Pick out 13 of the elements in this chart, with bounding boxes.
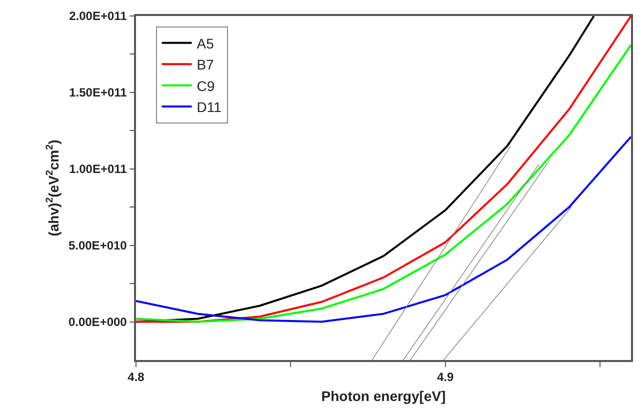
legend-label: C9 [196, 78, 215, 94]
legend-label: B7 [196, 56, 214, 73]
y-tick-label: 5.00E+010 [68, 238, 128, 253]
x-axis-title: Photon energy[eV] [321, 388, 446, 404]
y-tick-label: 1.00E+011 [69, 162, 128, 176]
y-tick-label: 2.00E+011 [69, 9, 128, 24]
x-tick-label: 4.9 [437, 370, 454, 384]
y-tick-label: 1.50E+011 [69, 86, 128, 100]
legend-label: D11 [196, 98, 222, 115]
y-tick-label: 0.00E+000 [68, 314, 128, 329]
legend-label: A5 [196, 35, 214, 52]
line-series [136, 136, 631, 323]
x-tick-label: 4.8 [128, 370, 145, 384]
